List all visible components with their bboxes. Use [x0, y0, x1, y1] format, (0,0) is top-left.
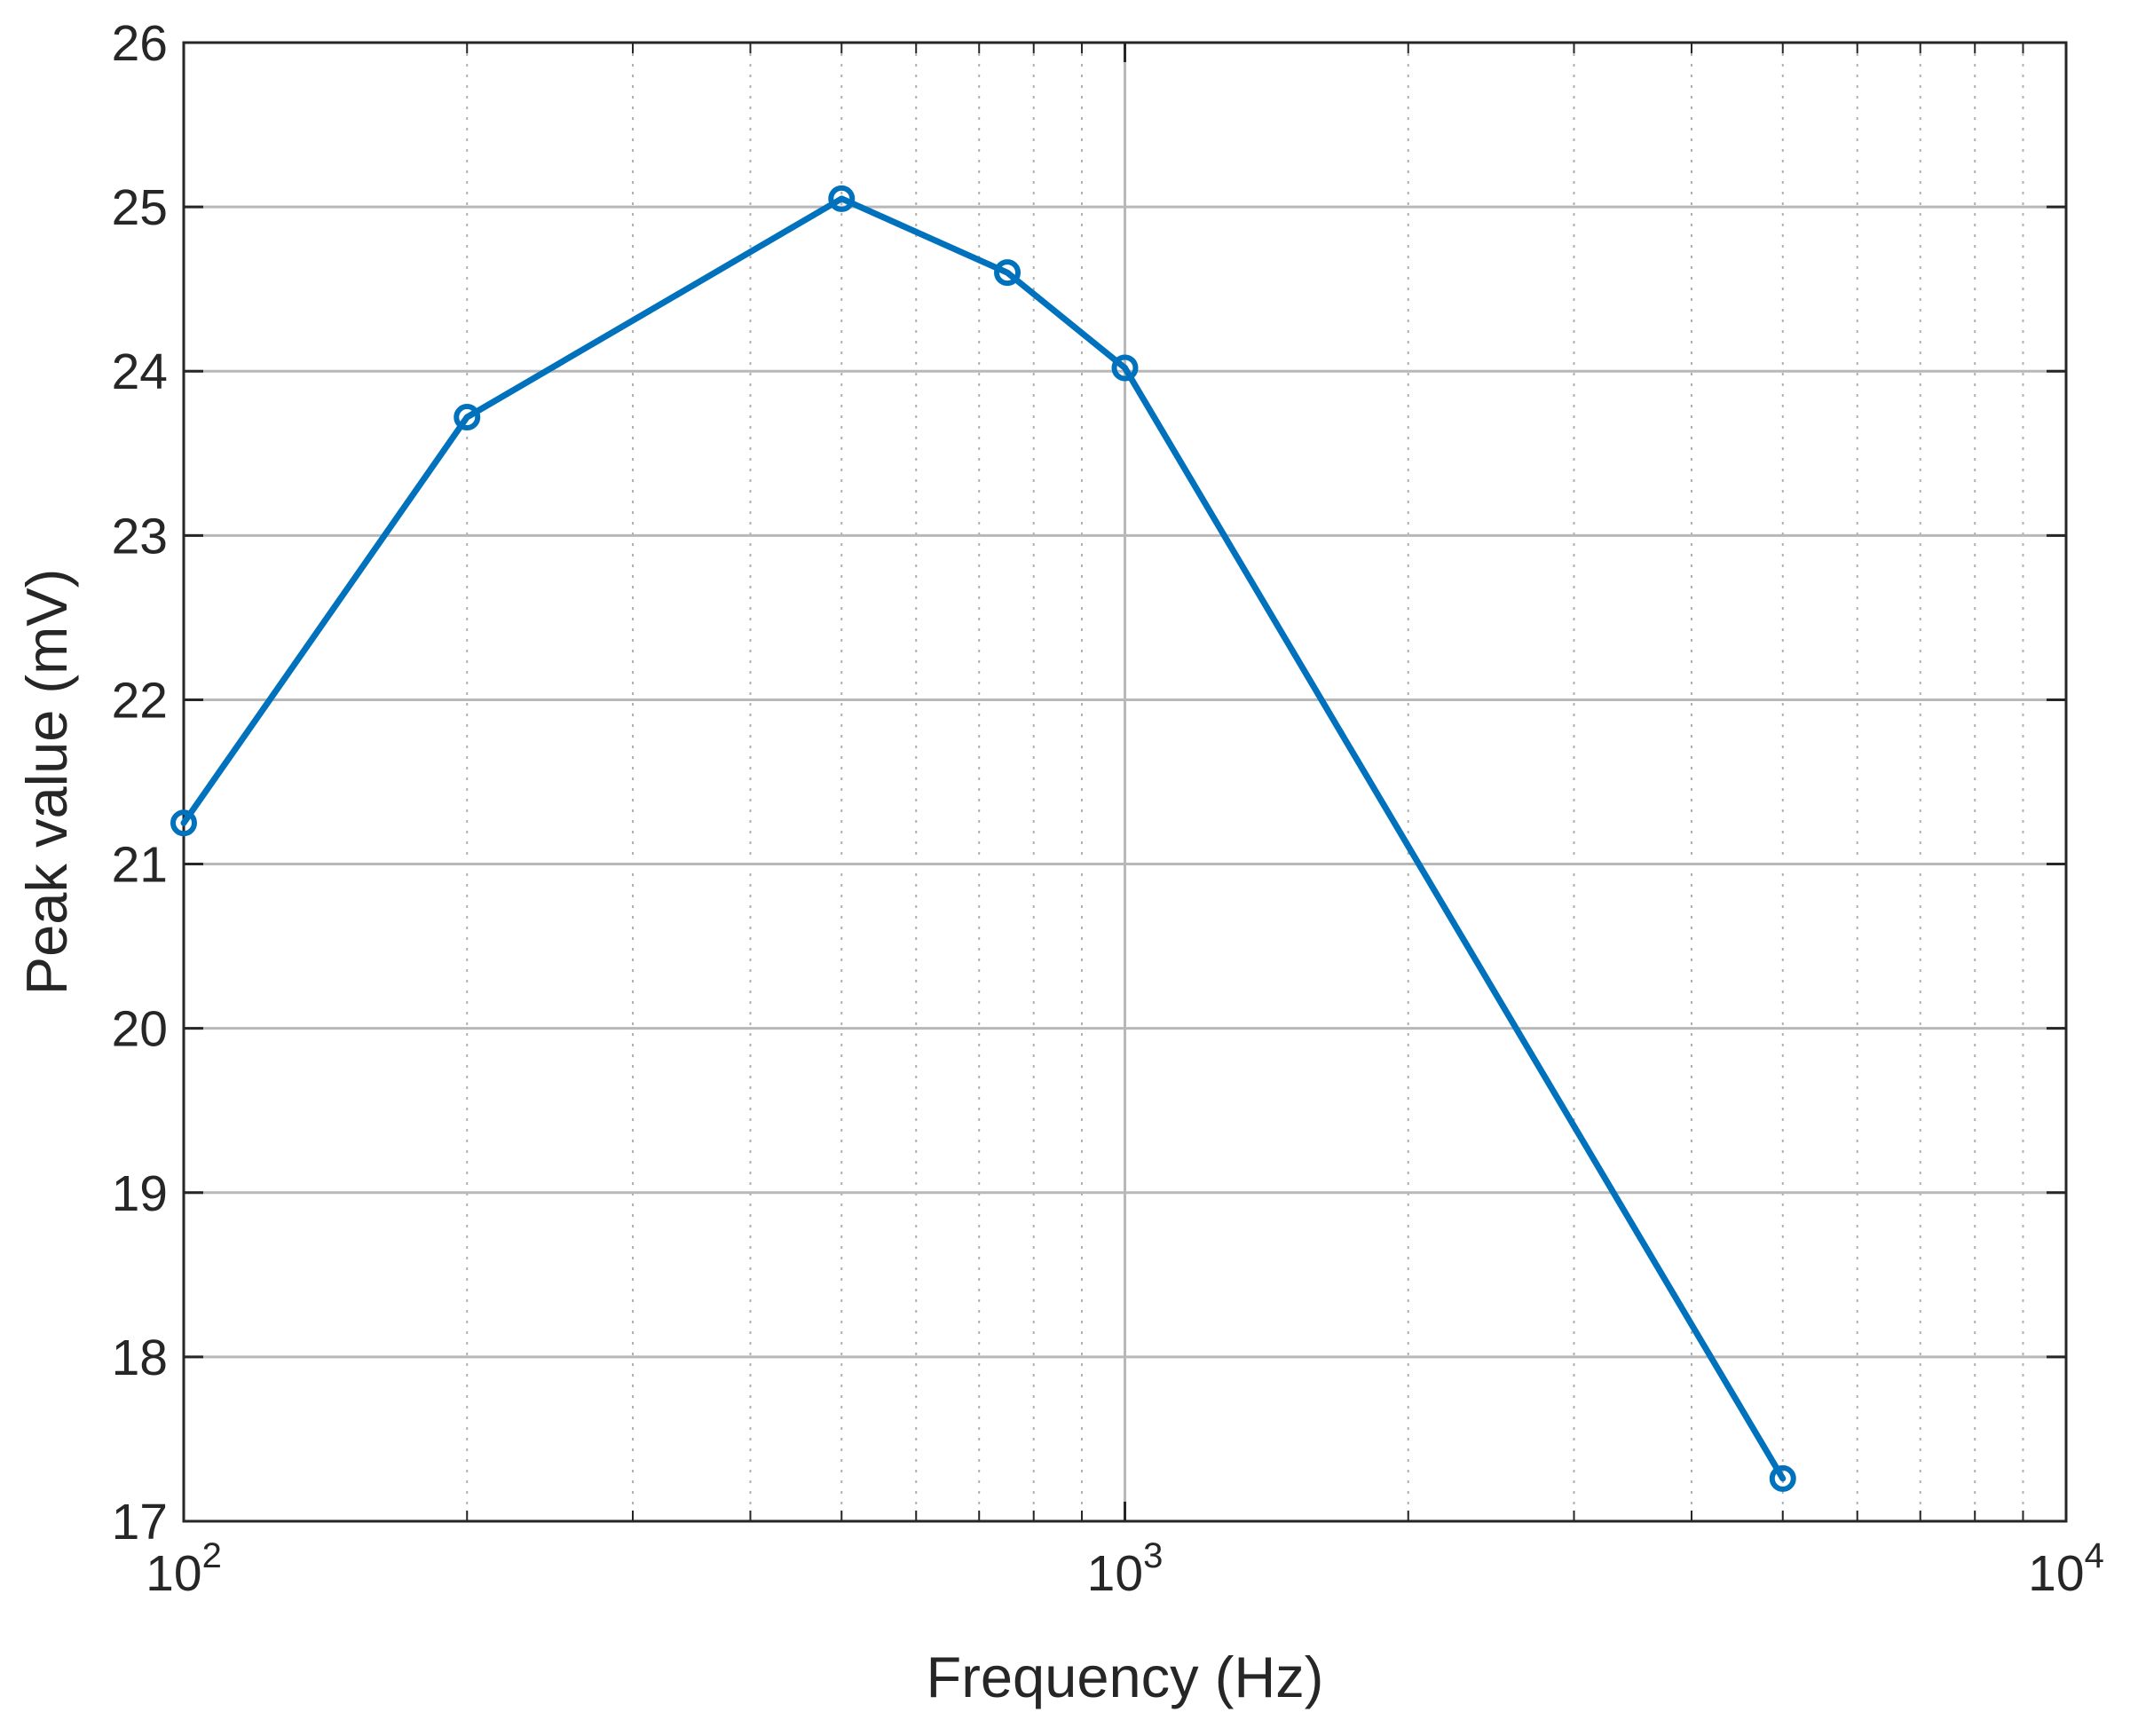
axis-ticks — [182, 41, 2068, 1523]
y-tick-label: 19 — [112, 1165, 168, 1222]
data-point-marker — [828, 185, 856, 212]
x-axis-title: Frequency (Hz) — [927, 1645, 1324, 1709]
x-tick-label: 103 — [1087, 1536, 1164, 1602]
y-tick-label: 22 — [112, 672, 168, 729]
data-point-marker — [170, 809, 197, 837]
y-tick-label: 25 — [112, 179, 168, 236]
data-point-marker — [454, 404, 481, 431]
x-tick-base: 10 — [1087, 1545, 1143, 1602]
data-series — [170, 185, 1796, 1492]
y-tick-label: 17 — [112, 1494, 168, 1551]
series-line — [180, 195, 1787, 1482]
y-axis-title: Peak value (mV) — [14, 569, 79, 995]
x-tick-label: 102 — [146, 1536, 222, 1602]
data-point-marker — [1111, 354, 1139, 382]
y-tick-label: 21 — [112, 837, 168, 894]
x-tick-base: 10 — [146, 1545, 201, 1602]
y-tick-labels: 17 18 19 20 21 22 23 24 25 26 — [112, 15, 168, 1551]
y-tick-label: 20 — [112, 1001, 168, 1058]
x-tick-exponent: 4 — [2085, 1536, 2104, 1575]
y-tick-label: 26 — [112, 15, 168, 72]
y-tick-label: 24 — [112, 343, 168, 400]
x-tick-exponent: 3 — [1143, 1536, 1163, 1575]
x-tick-label: 104 — [2028, 1536, 2104, 1602]
data-point-marker — [1769, 1464, 1796, 1492]
y-tick-label: 18 — [112, 1330, 168, 1386]
data-point-marker — [994, 259, 1022, 287]
x-tick-labels: 102 103 104 — [146, 1536, 2104, 1602]
y-tick-label: 23 — [112, 508, 168, 564]
minor-grid — [466, 43, 2024, 1521]
x-tick-exponent: 2 — [202, 1536, 222, 1575]
x-tick-base: 10 — [2028, 1545, 2084, 1602]
